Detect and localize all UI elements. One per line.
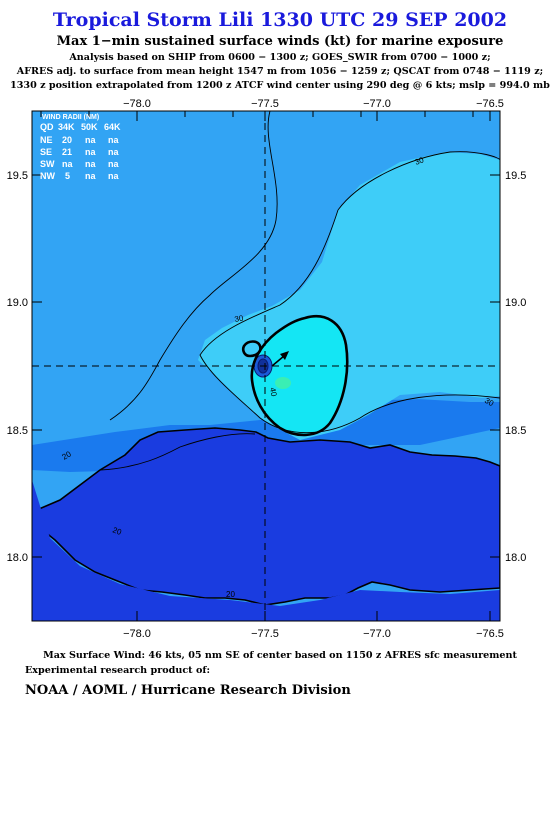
wind-radii-header-34k: 34K [58, 122, 75, 132]
wind-band-under-20 [32, 111, 500, 621]
wind-radii-sw-qd: SW [40, 159, 55, 169]
contour-34kt [250, 315, 349, 437]
lat-label-right-3: 18.5 [505, 425, 526, 437]
wind-radii-ne-50k: na [85, 135, 96, 145]
lon-label-bottom-2: −77.5 [251, 628, 279, 640]
wind-band-30-34 [198, 152, 500, 440]
west-land [32, 480, 500, 621]
wind-radii-title: WIND RADII (NM) [42, 114, 99, 121]
lon-label-bottom-3: −77.0 [363, 628, 391, 640]
lat-label-left-2: 19.0 [7, 297, 28, 309]
lon-label-top-1: −78.0 [123, 98, 151, 110]
map-frame [31, 110, 501, 622]
contour-lines [99, 111, 500, 471]
contour-label-30-w: 30 [234, 313, 245, 324]
center-crosshair [32, 111, 500, 621]
wind-radii-nw-50k: na [85, 171, 96, 181]
chart-title: Tropical Storm Lili 1330 UTC 29 SEP 2002 [52, 9, 508, 31]
lat-label-left-4: 18.0 [7, 552, 28, 564]
analysis-line-3: 1330 z position extrapolated from 1200 z… [10, 80, 550, 91]
organization: NOAA / AOML / Hurricane Research Divisio… [25, 683, 351, 698]
wind-radii-table: WIND RADII (NM) QD 34K 50K 64K NE 20 na … [40, 114, 121, 181]
lat-label-right-2: 19.0 [505, 297, 526, 309]
wind-radii-nw-qd: NW [40, 171, 55, 181]
max-wind-note: Max Surface Wind: 46 kts, 05 nm SE of ce… [43, 650, 517, 661]
lon-label-top-2: −77.5 [251, 98, 279, 110]
wind-radii-nw-34k: 5 [65, 171, 70, 181]
wind-radii-se-qd: SE [40, 147, 52, 157]
lon-label-top-3: −77.0 [363, 98, 391, 110]
contour-34kt-small [241, 340, 262, 358]
contour-label-20-s: 20 [111, 525, 123, 537]
wind-radii-se-64k: na [108, 147, 119, 157]
lat-label-left-3: 18.5 [7, 425, 28, 437]
lon-label-bottom-1: −78.0 [123, 628, 151, 640]
wind-radii-nw-64k: na [108, 171, 119, 181]
lat-label-left-1: 19.5 [7, 170, 28, 182]
wind-field [32, 111, 500, 621]
wind-radii-ne-34k: 20 [62, 135, 72, 145]
lon-label-bottom-4: −76.5 [476, 628, 504, 640]
motion-arrow [271, 351, 289, 367]
contour-label-40: 40 [268, 387, 279, 398]
wind-band-40-plus [275, 377, 291, 389]
lat-label-right-1: 19.5 [505, 170, 526, 182]
experimental-note: Experimental research product of: [25, 665, 211, 676]
wind-radii-sw-64k: na [108, 159, 119, 169]
wind-radii-sw-50k: na [85, 159, 96, 169]
lon-label-top-4: −76.5 [476, 98, 504, 110]
wind-radii-header-50k: 50K [81, 122, 98, 132]
analysis-line-2: AFRES adj. to surface from mean height 1… [16, 66, 544, 77]
vortex-core-inner [257, 358, 269, 374]
wind-band-34-40 [251, 316, 348, 435]
contour-label-20-w: 20 [61, 449, 74, 462]
jamaica-land [32, 427, 500, 606]
wind-band-20-30 [32, 111, 500, 621]
wind-radii-header-64k: 64K [104, 122, 121, 132]
wind-band-20-30-east [160, 111, 500, 435]
vortex-core [253, 354, 273, 378]
wind-radii-se-50k: na [85, 147, 96, 157]
wind-radii-ne-64k: na [108, 135, 119, 145]
contour-label-20-bottom: 20 [226, 590, 235, 599]
wind-radii-sw-34k: na [62, 159, 73, 169]
contour-label-30-e: 30 [483, 396, 496, 409]
wind-radii-se-34k: 21 [62, 147, 72, 157]
chart-subtitle: Max 1−min sustained surface winds (kt) f… [56, 34, 504, 49]
lat-label-right-4: 18.0 [505, 552, 526, 564]
contour-label-30-ne: 30 [414, 155, 426, 167]
axis-ticks [32, 111, 500, 621]
wind-radii-header-qd: QD [40, 122, 54, 132]
wind-radii-ne-qd: NE [40, 135, 53, 145]
analysis-line-1: Analysis based on SHIP from 0600 − 1300 … [69, 52, 491, 63]
